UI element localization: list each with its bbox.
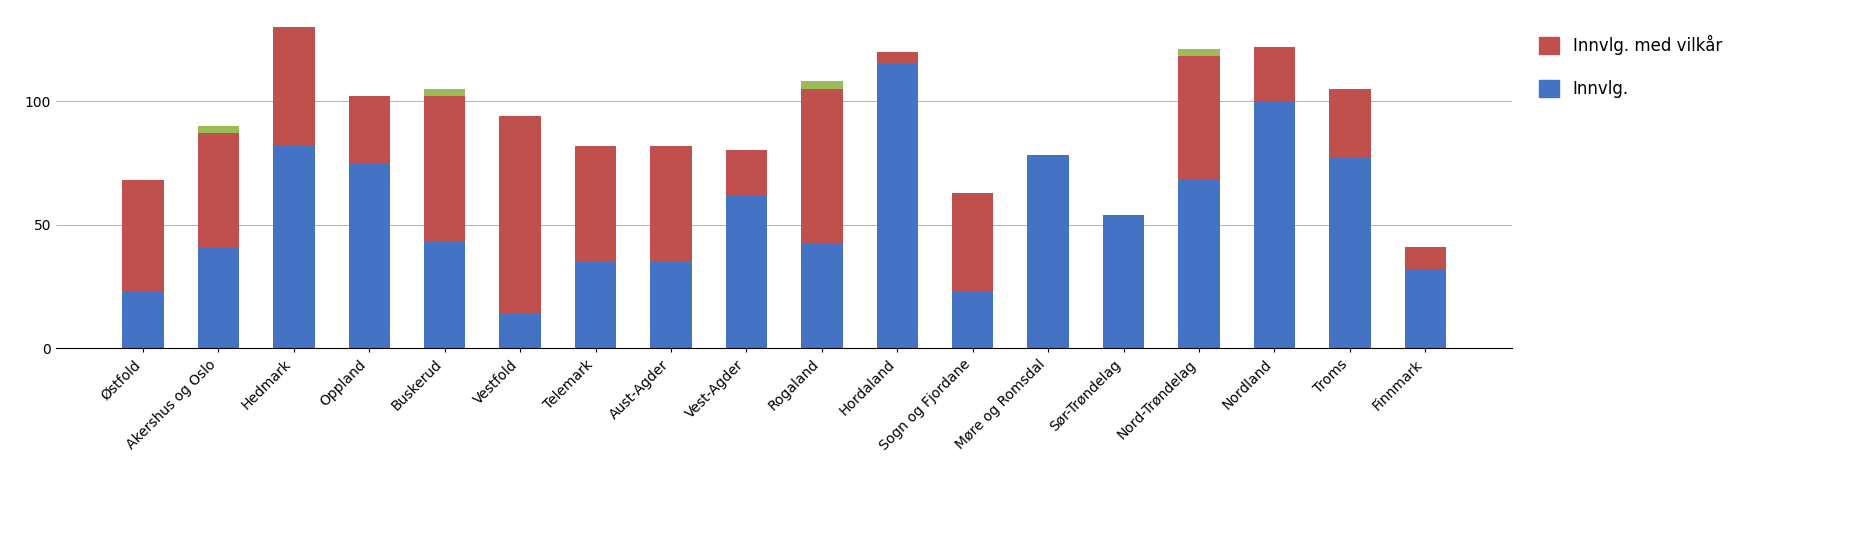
Bar	[198, 126, 239, 133]
Bar	[121, 292, 164, 348]
Bar	[498, 314, 541, 348]
Bar	[1178, 180, 1219, 348]
Bar	[801, 244, 842, 348]
Bar	[1027, 155, 1070, 348]
Bar	[1329, 88, 1370, 158]
Bar	[575, 262, 616, 348]
Bar	[424, 242, 465, 348]
Bar	[273, 146, 314, 348]
Bar	[424, 88, 465, 96]
Bar	[1178, 56, 1219, 180]
Bar	[273, 27, 314, 146]
Bar	[349, 96, 390, 163]
Bar	[801, 88, 842, 244]
Bar	[424, 96, 465, 242]
Bar	[726, 151, 767, 195]
Bar	[876, 51, 919, 64]
Bar	[650, 262, 693, 348]
Bar	[726, 195, 767, 348]
Bar	[876, 64, 919, 348]
Legend: Innvlg. med vilkår, Innvlg.: Innvlg. med vilkår, Innvlg.	[1538, 35, 1721, 99]
Bar	[801, 81, 842, 88]
Bar	[650, 146, 693, 262]
Bar	[349, 163, 390, 348]
Bar	[1404, 269, 1447, 348]
Bar	[1255, 47, 1296, 101]
Bar	[575, 146, 616, 262]
Bar	[1329, 158, 1370, 348]
Bar	[1404, 247, 1447, 269]
Bar	[1103, 215, 1144, 348]
Bar	[121, 180, 164, 292]
Bar	[952, 292, 993, 348]
Bar	[198, 133, 239, 247]
Bar	[1255, 101, 1296, 348]
Bar	[498, 116, 541, 314]
Bar	[952, 192, 993, 292]
Bar	[198, 247, 239, 348]
Bar	[1178, 49, 1219, 56]
